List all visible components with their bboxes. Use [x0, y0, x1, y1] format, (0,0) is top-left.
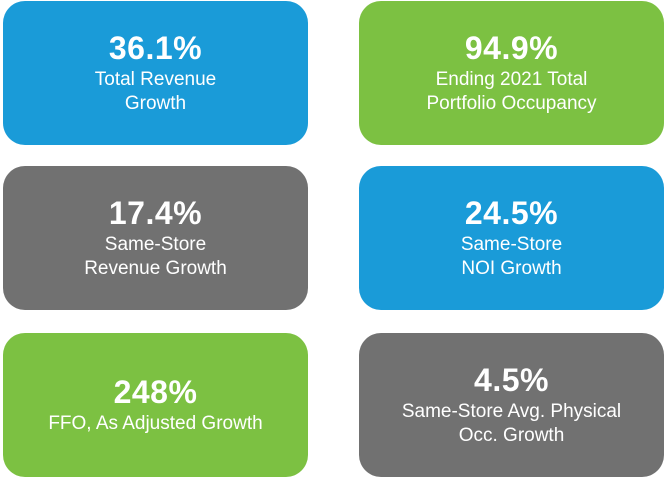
metric-value: 248%	[113, 374, 198, 410]
metric-tile-portfolio-occupancy: 94.9% Ending 2021 Total Portfolio Occupa…	[359, 1, 664, 145]
metric-label: Same-Store Revenue Growth	[84, 234, 227, 279]
metric-value: 17.4%	[108, 195, 203, 231]
metric-label: FFO, As Adjusted Growth	[48, 413, 263, 434]
metric-value: 4.5%	[474, 362, 549, 398]
metric-value: 24.5%	[464, 195, 559, 231]
metric-value: 94.9%	[464, 30, 559, 66]
metric-tile-ffo-adjusted-growth: 248% FFO, As Adjusted Growth	[3, 333, 308, 477]
metric-label: Same-Store Avg. Physical Occ. Growth	[401, 401, 622, 446]
metric-label: Same-Store NOI Growth	[460, 234, 563, 279]
metric-tile-total-revenue-growth: 36.1% Total Revenue Growth	[3, 1, 308, 145]
metric-value: 36.1%	[108, 30, 203, 66]
metric-label: Ending 2021 Total Portfolio Occupancy	[426, 69, 597, 114]
metric-label: Total Revenue Growth	[94, 69, 217, 114]
metric-tile-same-store-noi-growth: 24.5% Same-Store NOI Growth	[359, 166, 664, 310]
metric-tile-same-store-revenue-growth: 17.4% Same-Store Revenue Growth	[3, 166, 308, 310]
metric-tile-physical-occupancy-growth: 4.5% Same-Store Avg. Physical Occ. Growt…	[359, 333, 664, 477]
